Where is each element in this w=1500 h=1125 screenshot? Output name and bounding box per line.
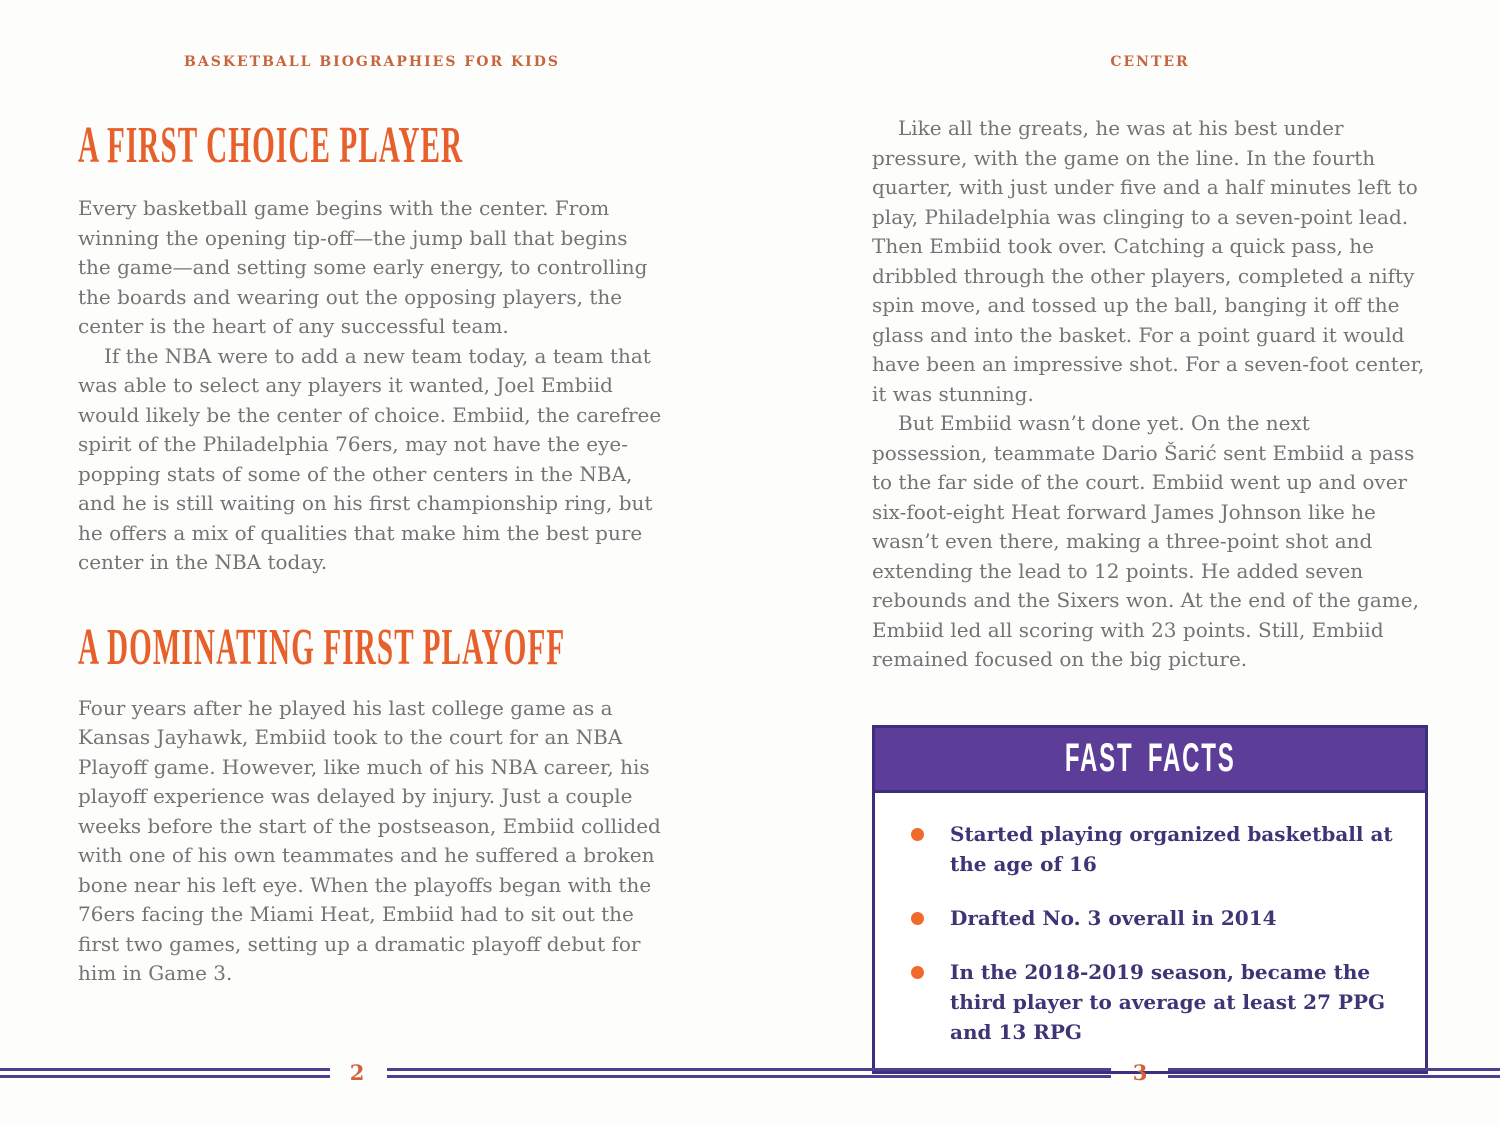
list-item: Started playing organized basketball at …	[911, 819, 1397, 879]
section-heading-dominating-first-playoff: A DOMINATING FIRST PLAYOFF	[78, 618, 666, 676]
footer-rule-segment	[1168, 1068, 1500, 1078]
fast-fact-text: Drafted No. 3 overall in 2014	[950, 905, 1277, 930]
footer-rule-segment	[0, 1068, 330, 1078]
page-right: CENTER Like all the greats, he was at hi…	[872, 0, 1428, 1125]
fast-facts-list: Started playing organized basketball at …	[875, 793, 1425, 1071]
fast-facts-title: FAST FACTS	[1064, 736, 1236, 780]
fast-fact-text: In the 2018-2019 season, became the thir…	[950, 959, 1386, 1044]
fast-fact-text: Started playing organized basketball at …	[950, 821, 1393, 876]
paragraph: If the NBA were to add a new team today,…	[78, 343, 662, 575]
paragraph: Every basketball game begins with the ce…	[78, 196, 648, 338]
page-number-right: 3	[1132, 1060, 1148, 1085]
list-item: In the 2018-2019 season, became the thir…	[911, 957, 1397, 1047]
section-heading-first-choice-player: A FIRST CHOICE PLAYER	[78, 120, 666, 172]
bullet-dot-icon	[911, 965, 924, 979]
fast-facts-header: FAST FACTS	[875, 727, 1425, 793]
bullet-dot-icon	[911, 827, 924, 841]
fast-facts-box: FAST FACTS Started playing organized bas…	[872, 724, 1428, 1074]
paragraph: Like all the greats, he was at his best …	[872, 116, 1425, 406]
paragraph: Four years after he played his last coll…	[78, 695, 661, 986]
list-item: Drafted No. 3 overall in 2014	[911, 903, 1397, 933]
page-left: BASKETBALL BIOGRAPHIES FOR KIDS A FIRST …	[78, 0, 666, 1125]
page-left-content: A FIRST CHOICE PLAYER Every basketball g…	[78, 120, 666, 989]
page-right-content: Like all the greats, he was at his best …	[872, 114, 1428, 1074]
section-heading-text: A DOMINATING FIRST PLAYOFF	[78, 618, 566, 676]
running-head-left: BASKETBALL BIOGRAPHIES FOR KIDS	[184, 54, 560, 70]
bullet-dot-icon	[911, 911, 924, 925]
footer-rule-segment	[387, 1068, 1111, 1078]
paragraph: But Embiid wasn’t done yet. On the next …	[872, 411, 1419, 671]
section-heading-text: A FIRST CHOICE PLAYER	[78, 117, 464, 174]
page-number-left: 2	[349, 1060, 365, 1085]
running-head-right: CENTER	[1110, 54, 1190, 70]
